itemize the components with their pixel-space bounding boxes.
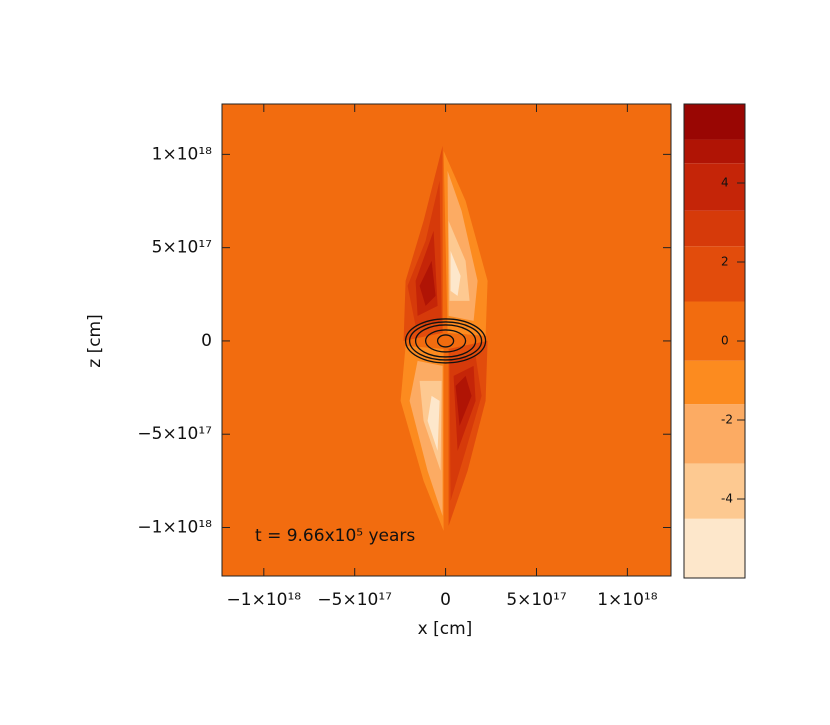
y-tick-label: −1×10¹⁸ <box>137 517 212 537</box>
colorbar-band <box>684 210 745 247</box>
colorbar-band <box>684 246 745 302</box>
x-tick-label: −5×10¹⁷ <box>317 590 392 610</box>
contour-line <box>436 334 455 348</box>
field-region <box>427 395 440 451</box>
contour-line <box>408 321 483 361</box>
field <box>222 104 671 576</box>
colorbar-band <box>684 163 745 211</box>
field-region <box>419 260 436 306</box>
colorbar-band <box>684 301 745 361</box>
x-tick-label: −1×10¹⁸ <box>227 590 302 610</box>
colorbar-band <box>684 104 745 140</box>
colorbar-band <box>684 404 745 464</box>
colorbar-tick-label: 0 <box>721 334 729 348</box>
x-tick-label: 0 <box>440 590 451 610</box>
field-region <box>450 250 461 296</box>
y-tick-label: 0 <box>201 331 212 351</box>
colorbar-tick-label: 4 <box>721 176 729 190</box>
y-axis-label: z [cm] <box>85 314 105 368</box>
annotation: t = 9.66x10⁵ years <box>255 526 415 546</box>
y-tick-label: −5×10¹⁷ <box>137 424 212 444</box>
y-tick-label: 5×10¹⁷ <box>152 238 213 258</box>
x-tick-label: 5×10¹⁷ <box>506 590 567 610</box>
colorbar-band <box>684 139 745 164</box>
contour-line <box>424 329 467 353</box>
x-axis-label: x [cm] <box>418 619 473 639</box>
plot-frame <box>221 103 672 577</box>
colorbar-tick-label: -2 <box>721 413 733 427</box>
contour-line <box>404 318 487 364</box>
colorbar-band <box>684 463 745 519</box>
colorbar-band <box>684 360 745 405</box>
colorbar-band <box>684 518 745 578</box>
field-region <box>455 375 472 426</box>
colorbar-tick-label: 2 <box>721 255 729 269</box>
x-tick-label: 1×10¹⁸ <box>597 590 658 610</box>
colorbar-tick-label: -4 <box>721 492 733 506</box>
contour-line <box>414 324 477 358</box>
y-tick-label: 1×10¹⁸ <box>152 144 213 164</box>
